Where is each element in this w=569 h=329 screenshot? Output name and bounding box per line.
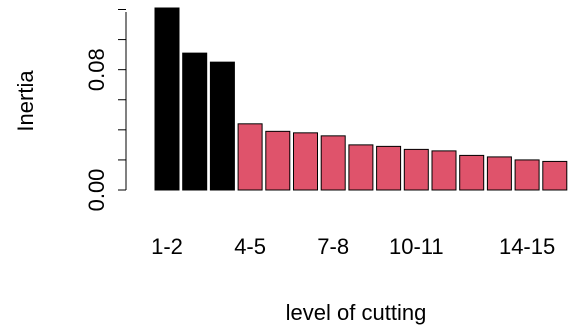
bar-2-3: [182, 52, 208, 191]
x-tick-label: 1-2: [151, 234, 183, 259]
bars: [154, 7, 568, 191]
bar-5-6: [265, 130, 291, 191]
bar-10-11: [403, 148, 429, 191]
y-axis: 0.00 0.08: [84, 9, 127, 211]
bar-9-10: [376, 145, 402, 191]
x-tick-label: 14-15: [499, 234, 555, 259]
y-tick-label: 0.08: [84, 48, 109, 91]
y-axis-ticks: [118, 9, 126, 191]
bar-6-7: [293, 132, 318, 191]
y-axis-title: Inertia: [13, 70, 38, 132]
x-tick-label: 10-11: [389, 234, 444, 259]
y-axis-tick-labels: 0.00 0.08: [84, 48, 109, 211]
bar-1-2: [154, 7, 180, 191]
bar-14-15: [514, 159, 540, 191]
bar-4-5: [237, 123, 263, 191]
x-axis-title: level of cutting: [286, 300, 427, 325]
x-axis-tick-labels: 1-2 4-5 7-8 10-11 14-15: [151, 234, 555, 259]
bar-7-8: [320, 135, 346, 191]
bar-13-14: [486, 156, 512, 191]
bar-8-9: [348, 144, 374, 191]
x-tick-label: 4-5: [234, 234, 266, 259]
bar-12-13: [459, 154, 485, 191]
bar-15-16: [542, 160, 568, 191]
y-tick-label: 0.00: [84, 169, 109, 212]
x-tick-label: 7-8: [317, 234, 349, 259]
bar-3-4: [209, 61, 235, 191]
bar-11-12: [431, 150, 457, 191]
